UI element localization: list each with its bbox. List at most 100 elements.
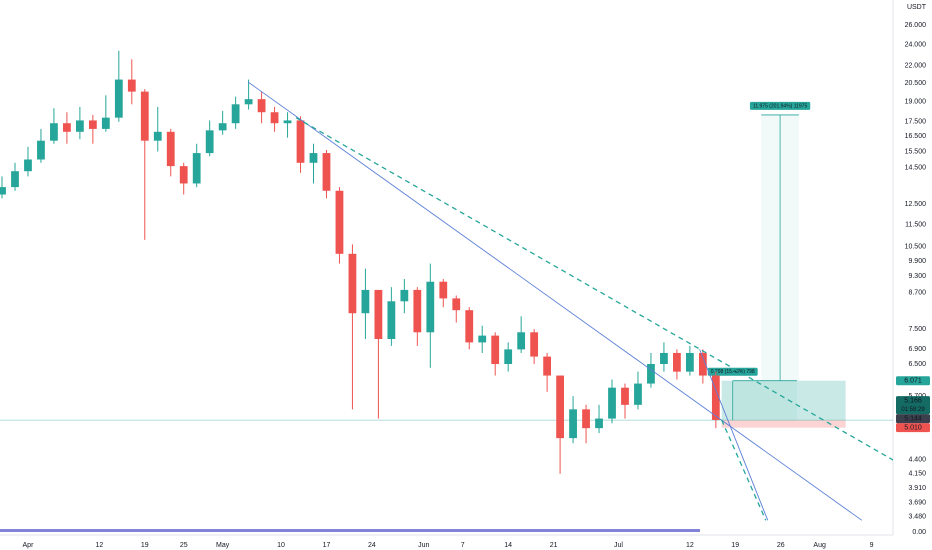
- position-loss: [721, 420, 846, 428]
- candle-body: [348, 253, 357, 314]
- x-tick-label: 10: [277, 542, 285, 549]
- candle-body: [465, 310, 474, 343]
- trendline: [295, 117, 893, 461]
- candle-body: [335, 190, 344, 254]
- x-tick-label: Jun: [418, 542, 429, 549]
- measure-label-bg: [749, 101, 811, 110]
- candle-body: [231, 104, 240, 124]
- x-tick-label: 12: [686, 542, 694, 549]
- candle-body: [595, 418, 603, 429]
- x-tick-label: 12: [95, 542, 103, 549]
- x-tick-label: 25: [180, 542, 188, 549]
- candle-body: [218, 123, 227, 131]
- candle-body: [413, 289, 422, 333]
- candle-body: [647, 363, 655, 384]
- candle-body: [283, 120, 292, 124]
- candle-body: [37, 140, 45, 160]
- candle-body: [205, 130, 214, 154]
- x-tick-label: 19: [731, 542, 739, 549]
- y-tick-label: 3.910: [908, 485, 926, 492]
- y-tick-label: 11.500: [905, 221, 926, 228]
- candle-body: [634, 383, 642, 405]
- candle-body: [127, 79, 136, 92]
- candle-body: [140, 91, 149, 141]
- x-tick-label: 26: [777, 542, 785, 549]
- candle-body: [543, 356, 552, 376]
- y-tick-label: 24.000: [905, 41, 927, 48]
- y-tick-label: 10.500: [905, 244, 927, 251]
- candle-body: [50, 123, 58, 141]
- trendline: [721, 419, 767, 521]
- x-tick-label: 24: [368, 542, 376, 549]
- candle-body: [179, 166, 188, 184]
- measure-label: 11.975 (201.94%) 11975: [753, 103, 808, 109]
- candle-body: [556, 375, 564, 439]
- price-tag: [896, 414, 930, 424]
- candle-body: [101, 117, 110, 129]
- candle-body: [685, 352, 694, 372]
- y-tick-label: 22.000: [905, 63, 927, 70]
- trendline: [247, 81, 863, 521]
- candle-body: [608, 387, 616, 419]
- candle-body: [426, 281, 435, 333]
- candle-body: [569, 409, 577, 439]
- candle-body: [478, 335, 487, 343]
- price-tag-label: 5.144: [904, 416, 922, 423]
- y-tick-label: 12.500: [905, 201, 927, 208]
- volume-axis-label: 0.00: [912, 529, 926, 536]
- y-tick-label: 6.500: [908, 361, 926, 368]
- price-tag-timer: 01:58:29: [901, 407, 925, 413]
- candle-body: [114, 79, 123, 118]
- y-tick-label: 3.690: [908, 499, 926, 506]
- y-tick-label: 9.900: [908, 258, 926, 265]
- candle-body: [166, 131, 175, 167]
- x-tick-label: 9: [870, 542, 874, 549]
- candle-body: [257, 99, 266, 113]
- y-tick-label: 4.150: [908, 471, 926, 478]
- y-tick-label: 14.500: [905, 165, 927, 172]
- candle-body: [153, 131, 162, 141]
- candle-body: [452, 298, 461, 311]
- x-tick-label: Jul: [614, 542, 623, 549]
- candle-body: [517, 332, 526, 350]
- y-tick-label: 6.900: [908, 346, 926, 353]
- y-tick-label: 7.500: [908, 326, 926, 333]
- price-tag: [896, 376, 930, 386]
- candle-body: [11, 171, 19, 188]
- candle-body: [582, 409, 590, 429]
- y-tick-label: 4.400: [908, 456, 926, 463]
- y-tick-label: 19.000: [905, 99, 927, 106]
- plot: 0.798 (15.48%) 798 11.975 (201.94%) 11975: [0, 50, 893, 521]
- candle-body: [374, 289, 383, 339]
- x-tick-label: 7: [461, 542, 465, 549]
- y-tick-label: 3.480: [908, 514, 926, 521]
- candle-body: [698, 352, 707, 376]
- candle-body: [530, 332, 539, 357]
- candle-body: [88, 120, 97, 129]
- candle-body: [439, 281, 448, 299]
- price-tag: [896, 396, 930, 415]
- x-tick-label: 19: [141, 542, 149, 549]
- measure-area: [732, 380, 797, 421]
- currency-label: USDT: [907, 4, 927, 11]
- candle-body: [673, 352, 681, 372]
- x-tick-label: May: [216, 542, 230, 549]
- candle-body: [361, 289, 370, 314]
- candle-body: [309, 153, 318, 163]
- candle-body: [400, 289, 409, 302]
- candle-body: [24, 159, 32, 172]
- candle-body: [322, 153, 331, 191]
- position-profit: [721, 380, 846, 421]
- candle-body: [192, 153, 201, 184]
- y-tick-label: 9.300: [908, 273, 926, 280]
- candle-body: [711, 375, 720, 420]
- price-tag: [896, 423, 930, 433]
- candle-body: [63, 123, 71, 132]
- price-tag-label: 5.166: [904, 398, 922, 405]
- x-tick-label: 17: [323, 542, 331, 549]
- x-tick-label: 21: [550, 542, 558, 549]
- price-tag-label: 5.010: [904, 425, 922, 432]
- candle-body: [244, 99, 253, 105]
